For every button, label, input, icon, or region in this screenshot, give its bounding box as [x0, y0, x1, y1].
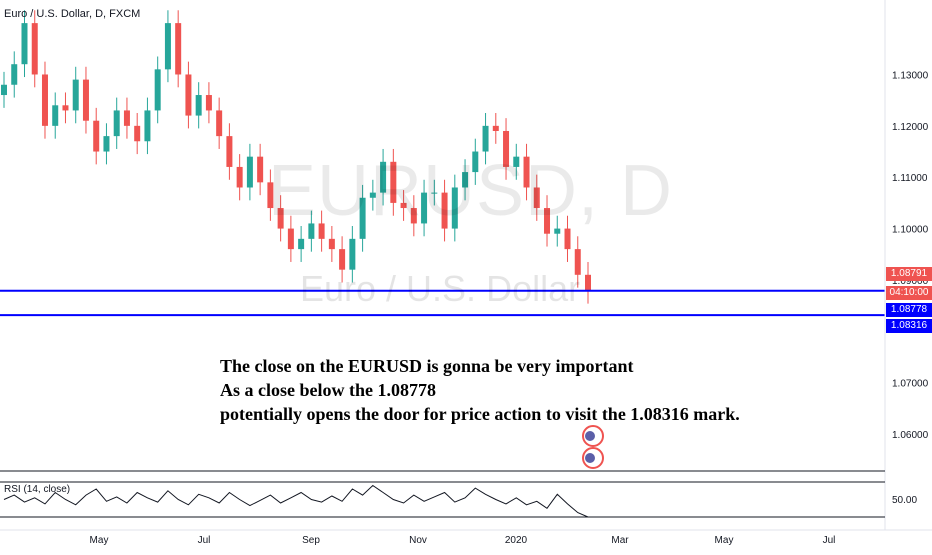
candle-body — [175, 23, 182, 75]
time-axis: May Jul Sep Nov 2020 Mar May Jul — [90, 535, 836, 546]
candle-body — [359, 197, 366, 239]
x-tick-label: Sep — [302, 535, 320, 546]
y-tick-label: 1.09000 — [892, 276, 929, 287]
candle-body — [441, 192, 448, 229]
candle-body — [72, 79, 79, 111]
x-tick-label: May — [90, 535, 109, 546]
x-tick-label: 2020 — [505, 535, 528, 546]
candle-body — [533, 187, 540, 209]
y-tick-label: 1.10000 — [892, 225, 929, 236]
annotation-text: The close on the EURUSD is gonna be very… — [220, 354, 740, 426]
candle-body — [298, 238, 305, 250]
candle-body — [103, 136, 110, 152]
y-tick-label: 1.06000 — [892, 430, 929, 441]
candle-body — [52, 105, 59, 126]
candle-body — [462, 172, 469, 188]
x-tick-label: Jul — [198, 535, 211, 546]
candle-body — [339, 249, 346, 270]
x-tick-label: May — [715, 535, 734, 546]
candle-body — [226, 136, 233, 167]
x-tick-label: Mar — [611, 535, 629, 546]
candle-body — [41, 74, 48, 126]
candle-body — [11, 64, 18, 85]
countdown-tag: 04:10:00 — [886, 286, 932, 300]
watermark-description: Euro / U.S. Dollar — [300, 268, 581, 309]
y-tick-label: 1.13000 — [892, 70, 929, 81]
candle-body — [369, 192, 376, 198]
candle-body — [123, 110, 130, 126]
x-tick-label: Jul — [823, 535, 836, 546]
candle-body — [82, 79, 89, 121]
candle-body — [503, 130, 510, 167]
candle-body — [492, 125, 499, 131]
rsi-level-label: 50.00 — [892, 495, 917, 506]
candle-body — [236, 166, 243, 188]
current-price-tag: 1.08791 — [886, 267, 932, 281]
candle-body — [400, 202, 407, 209]
y-tick-label: 1.12000 — [892, 122, 929, 133]
candle-body — [257, 156, 264, 183]
candle-body — [93, 120, 100, 152]
candle-body — [390, 161, 397, 203]
candle-body — [267, 182, 274, 209]
candle-body — [21, 23, 28, 65]
candle-body — [113, 110, 120, 137]
candle-body — [154, 69, 161, 111]
candle-body — [287, 228, 294, 250]
horizontal-levels — [0, 289, 885, 317]
candle-body — [472, 151, 479, 173]
candle-body — [421, 192, 428, 224]
candle-body — [574, 249, 581, 275]
candle-body — [62, 105, 69, 111]
candle-body — [1, 84, 7, 96]
candle-body — [544, 208, 551, 234]
candle-body — [349, 238, 356, 270]
rsi-label: RSI (14, close) — [4, 484, 71, 495]
candle-body — [195, 95, 202, 116]
candle-body — [523, 156, 530, 188]
candle-body — [482, 125, 489, 152]
candle-body — [144, 110, 151, 142]
x-tick-label: Nov — [409, 535, 427, 546]
candle-body — [585, 274, 591, 291]
candle-body — [216, 110, 223, 137]
indicator-badge-icon[interactable] — [582, 425, 604, 469]
rsi-line — [3, 484, 589, 518]
candle-body — [380, 161, 387, 193]
candle-body — [554, 228, 561, 234]
candle-body — [431, 192, 438, 194]
price-axis: 1.13000 1.12000 1.11000 1.10000 1.09000 1.070… — [892, 70, 929, 506]
candle-body — [205, 95, 212, 111]
candle-body — [185, 74, 192, 116]
rsi-line-group — [3, 484, 589, 518]
candle-body — [31, 23, 38, 75]
candle-body — [164, 23, 171, 70]
candle-body — [564, 228, 571, 250]
level-1-tag: 1.08778 — [886, 303, 932, 317]
candle-body — [513, 156, 520, 167]
candle-body — [277, 208, 284, 229]
candle-body — [134, 125, 141, 142]
annotation-line-1: The close on the EURUSD is gonna be very… — [220, 356, 634, 376]
candle-body — [318, 223, 325, 239]
watermark-symbol: EURUSD, D — [268, 151, 674, 231]
y-tick-label: 1.07000 — [892, 379, 929, 390]
candle-body — [451, 187, 458, 229]
candle-body — [246, 156, 253, 188]
annotation-line-3: potentially opens the door for price act… — [220, 404, 740, 424]
chart-title: Euro / U.S. Dollar, D, FXCM — [4, 8, 141, 20]
candlestick-series — [1, 10, 591, 304]
annotation-line-2: As a close below the 1.08778 — [220, 380, 436, 400]
candle-body — [328, 238, 335, 250]
candle-body — [308, 223, 315, 239]
level-2-tag: 1.08316 — [886, 319, 932, 333]
y-tick-label: 1.11000 — [892, 173, 928, 184]
candle-body — [410, 208, 417, 224]
